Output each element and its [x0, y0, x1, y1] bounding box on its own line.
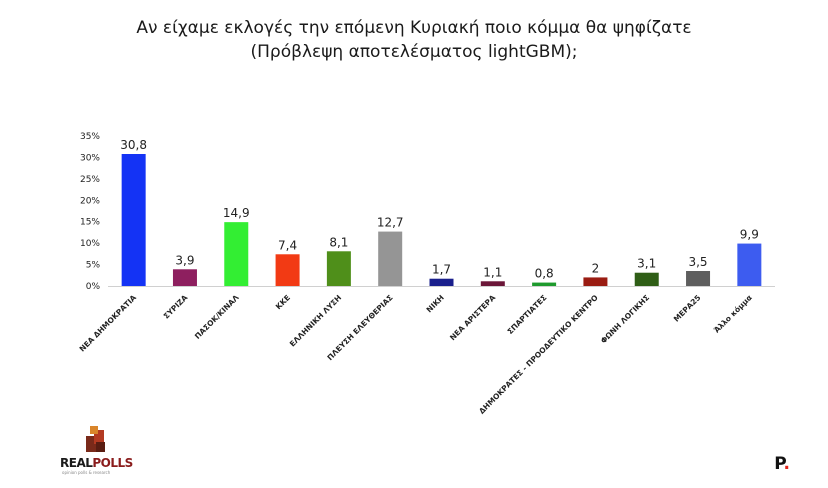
bar	[480, 281, 505, 286]
realpolls-wordmark-real: REAL	[60, 456, 93, 470]
value-label: 2	[592, 261, 600, 275]
value-label: 12,7	[377, 216, 404, 230]
value-label: 30,8	[120, 138, 147, 152]
realpolls-wordmark: REALPOLLS	[60, 456, 133, 470]
bar	[378, 231, 403, 286]
y-tick-label: 5%	[86, 261, 101, 271]
bar	[172, 269, 197, 286]
y-tick-label: 10%	[80, 239, 100, 249]
bar	[224, 222, 249, 286]
realpolls-logo: REALPOLLS opinion polls & research	[56, 424, 136, 475]
publisher-logo: P.	[774, 454, 790, 474]
bar	[275, 254, 300, 286]
category-label: Άλλο κόμμα	[712, 293, 754, 335]
y-tick-label: 25%	[80, 175, 100, 185]
bar	[121, 154, 146, 286]
chart-title-line-2: (Πρόβλεψη αποτελέσματος lightGBM);	[250, 42, 578, 62]
value-label: 7,4	[278, 238, 297, 252]
realpolls-tagline: opinion polls & research	[62, 470, 111, 475]
y-tick-label: 0%	[86, 282, 101, 292]
value-label: 3,9	[175, 253, 194, 267]
category-label: ΦΩΝΗ ΛΟΓΙΚΗΣ	[599, 293, 651, 345]
category-label: ΠΑΣΟΚ/ΚΙΝΑΛ	[193, 293, 241, 341]
value-label: 9,9	[740, 228, 759, 242]
value-label: 8,1	[329, 235, 348, 249]
bar	[634, 272, 659, 286]
category-label: ΣΥΡΙΖΑ	[162, 293, 190, 321]
value-label: 14,9	[223, 206, 250, 220]
category-label: ΜΕΡΑ25	[672, 293, 703, 324]
category-label: ΝΕΑ ΔΗΜΟΚΡΑΤΙΑ	[78, 293, 139, 354]
category-label: ΝΙΚΗ	[425, 293, 446, 314]
bar	[429, 278, 454, 286]
value-label: 1,1	[483, 265, 502, 279]
category-label: ΔΗΜΟΚΡΑΤΕΣ - ΠΡΟΟΔΕΥΤΙΚΟ ΚΕΝΤΡΟ	[477, 293, 600, 416]
bar	[326, 251, 351, 286]
bar	[583, 277, 608, 286]
value-label: 3,5	[688, 255, 707, 269]
category-label: ΝΕΑ ΑΡΙΣΤΕΡΑ	[448, 293, 497, 342]
y-tick-label: 20%	[80, 196, 100, 206]
bar	[686, 271, 711, 286]
value-label: 0,8	[535, 267, 554, 281]
y-tick-label: 15%	[80, 218, 100, 228]
publisher-logo-letter: P	[774, 454, 784, 474]
bar	[737, 243, 762, 286]
chart-title-line-1: Αν είχαμε εκλογές την επόμενη Κυριακή πο…	[136, 18, 692, 38]
value-label: 3,1	[637, 257, 656, 271]
publisher-logo-dot: .	[783, 454, 790, 474]
chart-title: Αν είχαμε εκλογές την επόμενη Κυριακή πο…	[0, 16, 828, 64]
y-tick-label: 30%	[80, 153, 100, 163]
value-label: 1,7	[432, 263, 451, 277]
y-tick-label: 35%	[80, 132, 100, 142]
category-label: ΚΚΕ	[274, 293, 292, 311]
category-label: ΕΛΛΗΝΙΚΗ ΛΥΣΗ	[288, 293, 343, 348]
category-label: ΣΠΑΡΤΙΑΤΕΣ	[506, 293, 549, 336]
realpolls-wordmark-polls: POLLS	[92, 456, 133, 470]
bar	[532, 282, 557, 286]
realpolls-logo-mark	[86, 426, 105, 452]
